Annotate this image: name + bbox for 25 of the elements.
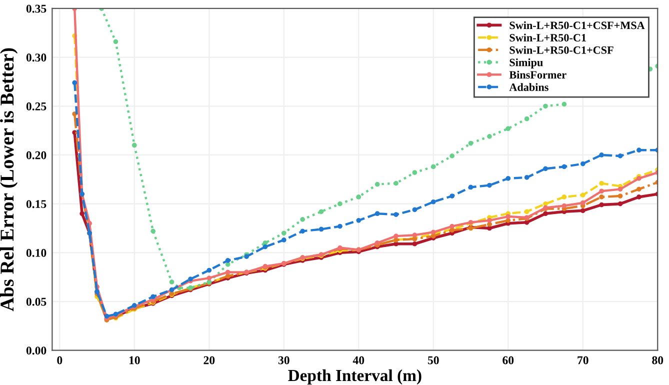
- y-tick-label: 0.15: [26, 200, 46, 208]
- legend-label: Adabins: [509, 83, 548, 91]
- y-tick-label: 0.25: [26, 102, 46, 110]
- legend-label: Swin-L+R50-C1: [510, 34, 586, 42]
- x-tick-label: 60: [502, 356, 514, 364]
- x-tick-label: 80: [652, 356, 664, 364]
- x-axis-title: Depth Interval (m): [288, 369, 422, 385]
- y-tick-label: 0.30: [26, 54, 46, 62]
- x-tick-label: 30: [278, 356, 290, 364]
- y-tick-label: 0.20: [26, 151, 46, 160]
- y-tick-label: 0.10: [26, 248, 46, 257]
- x-tick-label: 40: [352, 356, 364, 364]
- y-tick-label: 0.05: [26, 298, 46, 306]
- y-tick-label: 0.00: [26, 346, 46, 355]
- x-tick-label: 20: [204, 356, 215, 364]
- legend-label: Swin-L+R50-C1+CSF: [510, 46, 614, 54]
- x-tick-label: 50: [428, 356, 439, 364]
- y-tick-label: 0.35: [26, 4, 46, 13]
- x-tick-label: 70: [578, 356, 588, 364]
- x-tick-label: 10: [129, 356, 140, 364]
- legend-label: Simipu: [510, 58, 543, 68]
- x-tick-label: 0: [57, 356, 62, 364]
- legend-label: BinsFormer: [509, 70, 566, 79]
- y-axis-title: Abs Rel Error (Lower is Better): [0, 48, 18, 312]
- legend-label: Swin-L+R50-C1+CSF+MSA: [510, 21, 645, 30]
